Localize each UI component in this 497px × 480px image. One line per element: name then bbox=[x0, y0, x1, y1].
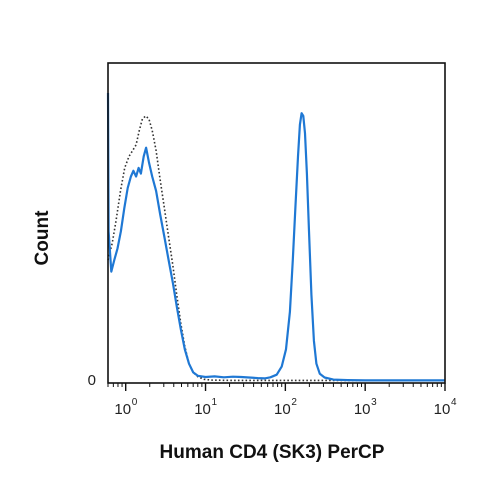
plot-frame bbox=[107, 62, 446, 384]
x-tick-label-exponent: 4 bbox=[451, 397, 457, 408]
x-axis-title: Human CD4 (SK3) PerCP bbox=[160, 442, 385, 463]
x-tick-label-base: 10 bbox=[194, 401, 211, 418]
series-solid-line bbox=[106, 92, 445, 382]
y-axis-ticks: 0 bbox=[88, 372, 96, 389]
x-tick-label-base: 10 bbox=[274, 401, 291, 418]
x-tick-label-exponent: 1 bbox=[212, 397, 218, 408]
x-tick-label-base: 10 bbox=[434, 401, 451, 418]
plot-lines bbox=[106, 92, 445, 382]
x-tick-label-exponent: 0 bbox=[132, 397, 138, 408]
x-axis-ticks: 10 0 10 1 10 2 10 3 10 4 bbox=[107, 383, 457, 418]
y-tick-label: 0 bbox=[88, 372, 96, 389]
x-tick-label-base: 10 bbox=[114, 401, 131, 418]
y-axis-title: Count bbox=[32, 210, 53, 266]
x-tick-label-base: 10 bbox=[354, 401, 371, 418]
x-tick-label-exponent: 2 bbox=[291, 397, 297, 408]
x-tick-label-exponent: 3 bbox=[371, 397, 377, 408]
